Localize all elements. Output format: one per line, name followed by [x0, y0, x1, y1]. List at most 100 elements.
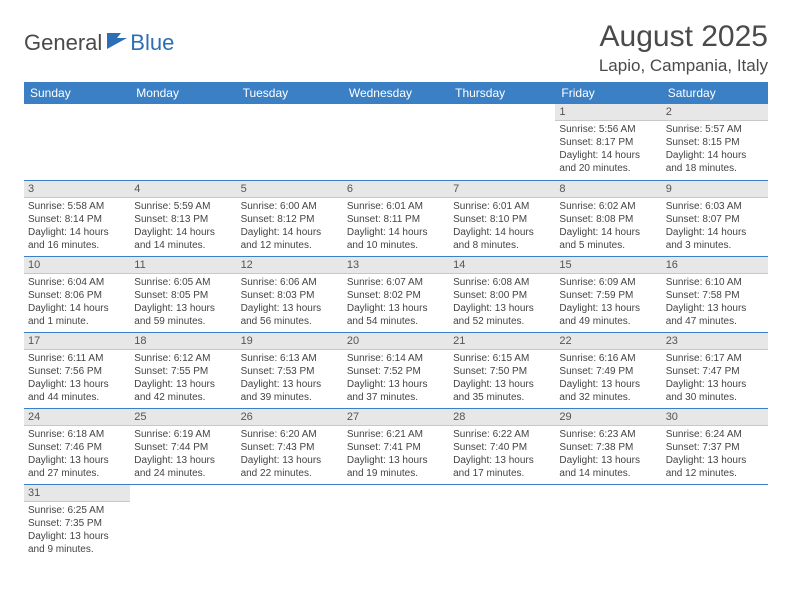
day-details: Sunrise: 6:11 AMSunset: 7:56 PMDaylight:… [24, 350, 130, 408]
day-cell: 27Sunrise: 6:21 AMSunset: 7:41 PMDayligh… [343, 408, 449, 484]
day-cell: 21Sunrise: 6:15 AMSunset: 7:50 PMDayligh… [449, 332, 555, 408]
title-block: August 2025 Lapio, Campania, Italy [599, 20, 768, 76]
day-details: Sunrise: 6:21 AMSunset: 7:41 PMDaylight:… [343, 426, 449, 484]
logo-text-blue: Blue [130, 30, 174, 56]
day-number: 20 [343, 333, 449, 350]
day-line-d1: Daylight: 13 hours [134, 302, 232, 315]
day-header: Friday [555, 82, 661, 104]
day-line-d2: and 42 minutes. [134, 391, 232, 404]
logo-text-general: General [24, 30, 102, 56]
day-line-sr: Sunrise: 6:16 AM [559, 352, 657, 365]
day-line-sr: Sunrise: 6:15 AM [453, 352, 551, 365]
day-details: Sunrise: 5:56 AMSunset: 8:17 PMDaylight:… [555, 121, 661, 179]
day-line-d2: and 12 minutes. [666, 467, 764, 480]
day-details: Sunrise: 6:00 AMSunset: 8:12 PMDaylight:… [237, 198, 343, 256]
day-number: 16 [662, 257, 768, 274]
day-line-d1: Daylight: 14 hours [28, 302, 126, 315]
day-line-d1: Daylight: 13 hours [453, 302, 551, 315]
day-line-d2: and 24 minutes. [134, 467, 232, 480]
day-line-d2: and 35 minutes. [453, 391, 551, 404]
day-cell: 19Sunrise: 6:13 AMSunset: 7:53 PMDayligh… [237, 332, 343, 408]
day-line-ss: Sunset: 8:10 PM [453, 213, 551, 226]
day-number: 24 [24, 409, 130, 426]
day-line-sr: Sunrise: 6:05 AM [134, 276, 232, 289]
day-line-sr: Sunrise: 6:08 AM [453, 276, 551, 289]
day-details: Sunrise: 6:18 AMSunset: 7:46 PMDaylight:… [24, 426, 130, 484]
day-cell: 5Sunrise: 6:00 AMSunset: 8:12 PMDaylight… [237, 180, 343, 256]
day-number: 11 [130, 257, 236, 274]
day-line-sr: Sunrise: 6:07 AM [347, 276, 445, 289]
day-line-sr: Sunrise: 6:13 AM [241, 352, 339, 365]
day-line-sr: Sunrise: 5:56 AM [559, 123, 657, 136]
day-line-d1: Daylight: 14 hours [559, 149, 657, 162]
day-header: Thursday [449, 82, 555, 104]
day-number: 22 [555, 333, 661, 350]
day-line-d2: and 56 minutes. [241, 315, 339, 328]
day-cell: 16Sunrise: 6:10 AMSunset: 7:58 PMDayligh… [662, 256, 768, 332]
day-line-sr: Sunrise: 6:01 AM [347, 200, 445, 213]
day-line-ss: Sunset: 7:43 PM [241, 441, 339, 454]
day-line-d2: and 44 minutes. [28, 391, 126, 404]
day-line-d1: Daylight: 13 hours [347, 378, 445, 391]
day-line-d2: and 20 minutes. [559, 162, 657, 175]
day-details: Sunrise: 6:01 AMSunset: 8:11 PMDaylight:… [343, 198, 449, 256]
day-cell: 13Sunrise: 6:07 AMSunset: 8:02 PMDayligh… [343, 256, 449, 332]
day-details: Sunrise: 6:19 AMSunset: 7:44 PMDaylight:… [130, 426, 236, 484]
week-row: 10Sunrise: 6:04 AMSunset: 8:06 PMDayligh… [24, 256, 768, 332]
day-line-d1: Daylight: 13 hours [666, 302, 764, 315]
day-line-d2: and 8 minutes. [453, 239, 551, 252]
header: General Blue August 2025 Lapio, Campania… [24, 20, 768, 76]
day-line-d2: and 32 minutes. [559, 391, 657, 404]
day-line-ss: Sunset: 7:38 PM [559, 441, 657, 454]
day-details: Sunrise: 6:22 AMSunset: 7:40 PMDaylight:… [449, 426, 555, 484]
day-cell: 8Sunrise: 6:02 AMSunset: 8:08 PMDaylight… [555, 180, 661, 256]
day-line-sr: Sunrise: 6:23 AM [559, 428, 657, 441]
day-header: Sunday [24, 82, 130, 104]
day-line-d2: and 10 minutes. [347, 239, 445, 252]
day-details: Sunrise: 6:16 AMSunset: 7:49 PMDaylight:… [555, 350, 661, 408]
day-line-d1: Daylight: 13 hours [347, 302, 445, 315]
day-line-d1: Daylight: 13 hours [666, 378, 764, 391]
day-cell: 22Sunrise: 6:16 AMSunset: 7:49 PMDayligh… [555, 332, 661, 408]
day-cell [449, 104, 555, 180]
flag-icon [106, 32, 128, 55]
day-number: 14 [449, 257, 555, 274]
day-details: Sunrise: 6:13 AMSunset: 7:53 PMDaylight:… [237, 350, 343, 408]
day-line-ss: Sunset: 8:06 PM [28, 289, 126, 302]
day-cell: 17Sunrise: 6:11 AMSunset: 7:56 PMDayligh… [24, 332, 130, 408]
day-number: 23 [662, 333, 768, 350]
day-cell [555, 484, 661, 560]
day-line-d1: Daylight: 13 hours [241, 378, 339, 391]
day-details: Sunrise: 6:02 AMSunset: 8:08 PMDaylight:… [555, 198, 661, 256]
day-number: 15 [555, 257, 661, 274]
day-line-sr: Sunrise: 6:03 AM [666, 200, 764, 213]
day-details: Sunrise: 6:15 AMSunset: 7:50 PMDaylight:… [449, 350, 555, 408]
day-line-d2: and 39 minutes. [241, 391, 339, 404]
day-cell [449, 484, 555, 560]
day-number: 10 [24, 257, 130, 274]
day-number: 26 [237, 409, 343, 426]
day-details: Sunrise: 6:23 AMSunset: 7:38 PMDaylight:… [555, 426, 661, 484]
day-line-ss: Sunset: 7:49 PM [559, 365, 657, 378]
day-number: 7 [449, 181, 555, 198]
day-line-d2: and 9 minutes. [28, 543, 126, 556]
day-cell: 3Sunrise: 5:58 AMSunset: 8:14 PMDaylight… [24, 180, 130, 256]
day-number: 30 [662, 409, 768, 426]
day-line-d2: and 27 minutes. [28, 467, 126, 480]
day-details: Sunrise: 5:58 AMSunset: 8:14 PMDaylight:… [24, 198, 130, 256]
day-cell: 28Sunrise: 6:22 AMSunset: 7:40 PMDayligh… [449, 408, 555, 484]
day-cell: 1Sunrise: 5:56 AMSunset: 8:17 PMDaylight… [555, 104, 661, 180]
day-line-sr: Sunrise: 6:01 AM [453, 200, 551, 213]
day-details: Sunrise: 6:24 AMSunset: 7:37 PMDaylight:… [662, 426, 768, 484]
day-header: Monday [130, 82, 236, 104]
day-cell: 11Sunrise: 6:05 AMSunset: 8:05 PMDayligh… [130, 256, 236, 332]
day-line-sr: Sunrise: 6:14 AM [347, 352, 445, 365]
day-cell: 25Sunrise: 6:19 AMSunset: 7:44 PMDayligh… [130, 408, 236, 484]
day-details: Sunrise: 6:07 AMSunset: 8:02 PMDaylight:… [343, 274, 449, 332]
day-line-sr: Sunrise: 6:18 AM [28, 428, 126, 441]
day-number: 28 [449, 409, 555, 426]
location: Lapio, Campania, Italy [599, 56, 768, 76]
day-line-d2: and 14 minutes. [559, 467, 657, 480]
day-line-ss: Sunset: 8:02 PM [347, 289, 445, 302]
calendar-table: SundayMondayTuesdayWednesdayThursdayFrid… [24, 82, 768, 560]
